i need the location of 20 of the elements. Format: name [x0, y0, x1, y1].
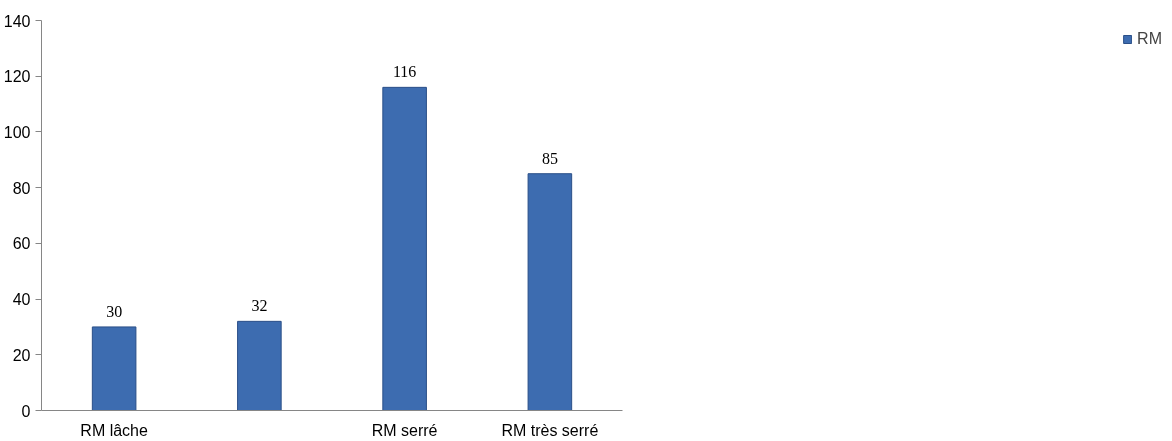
- bar: [382, 86, 427, 411]
- y-tick-label: 0: [21, 402, 31, 420]
- data-label: 32: [251, 297, 268, 315]
- x-tick-label: RM très serré: [501, 421, 599, 439]
- y-tick-label: 100: [3, 123, 31, 141]
- y-tick-label: 40: [12, 291, 31, 309]
- x-tick-label: RM lâche: [80, 421, 149, 439]
- legend-label: RM: [1137, 30, 1162, 48]
- y-tick-label: 140: [3, 12, 31, 30]
- y-tick-label: 20: [12, 346, 31, 364]
- data-label: 85: [541, 149, 558, 167]
- data-label: 30: [106, 302, 123, 320]
- y-tick-label: 120: [3, 68, 31, 86]
- y-tick-label: 60: [12, 235, 31, 253]
- y-tick-label: 80: [12, 179, 31, 197]
- bar: [237, 320, 282, 411]
- data-label: 116: [392, 63, 417, 81]
- bar: [91, 326, 137, 411]
- x-tick-label: RM serré: [371, 421, 438, 439]
- bar: [527, 173, 573, 411]
